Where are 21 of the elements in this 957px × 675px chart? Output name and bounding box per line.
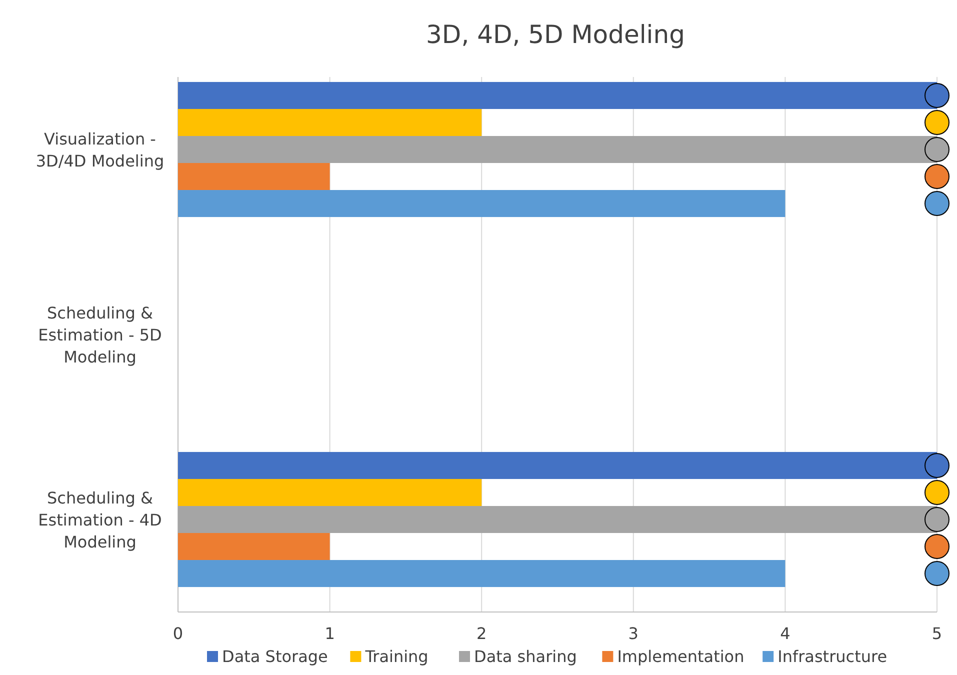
y-tick-label: Visualization - 3D/4D Modeling [36, 130, 164, 170]
bar [178, 533, 330, 560]
x-tick-label: 5 [932, 624, 942, 643]
x-tick-label: 4 [780, 624, 790, 643]
y-tick-label: Scheduling & Estimation - 4D Modeling [38, 488, 162, 552]
x-tick-label: 3 [628, 624, 638, 643]
legend-label: Data Storage [222, 647, 328, 666]
bar [178, 163, 330, 190]
legend-label: Implementation [617, 647, 744, 666]
bar [178, 190, 786, 218]
chart-title: 3D, 4D, 5D Modeling [426, 20, 685, 49]
legend-label: Infrastructure [778, 647, 888, 666]
bar [178, 108, 482, 136]
bar [178, 478, 482, 506]
legend-label: Training [364, 647, 428, 666]
x-tick-label: 1 [324, 624, 335, 643]
bar [178, 560, 786, 588]
y-tick-label: Scheduling & Estimation - 5D Modeling [38, 304, 162, 366]
legend-label: Data sharing [474, 647, 577, 666]
x-tick-label: 2 [476, 624, 487, 643]
x-tick-label: 0 [172, 624, 184, 643]
